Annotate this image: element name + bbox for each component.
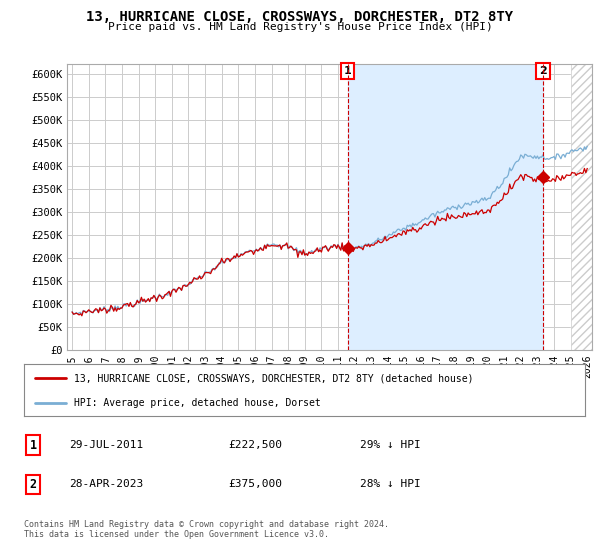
Text: 1: 1 xyxy=(344,66,352,76)
Text: 13, HURRICANE CLOSE, CROSSWAYS, DORCHESTER, DT2 8TY: 13, HURRICANE CLOSE, CROSSWAYS, DORCHEST… xyxy=(86,10,514,24)
Text: Contains HM Land Registry data © Crown copyright and database right 2024.
This d: Contains HM Land Registry data © Crown c… xyxy=(24,520,389,539)
Bar xyxy=(347,64,543,350)
Text: 29% ↓ HPI: 29% ↓ HPI xyxy=(360,440,421,450)
Text: 2: 2 xyxy=(29,478,37,491)
Text: 1: 1 xyxy=(29,438,37,452)
Text: Price paid vs. HM Land Registry's House Price Index (HPI): Price paid vs. HM Land Registry's House … xyxy=(107,22,493,32)
Text: 2: 2 xyxy=(539,66,547,76)
Text: 28-APR-2023: 28-APR-2023 xyxy=(69,479,143,489)
Text: 13, HURRICANE CLOSE, CROSSWAYS, DORCHESTER, DT2 8TY (detached house): 13, HURRICANE CLOSE, CROSSWAYS, DORCHEST… xyxy=(74,374,474,384)
Text: 29-JUL-2011: 29-JUL-2011 xyxy=(69,440,143,450)
Text: £375,000: £375,000 xyxy=(228,479,282,489)
Text: HPI: Average price, detached house, Dorset: HPI: Average price, detached house, Dors… xyxy=(74,398,321,408)
Text: 28% ↓ HPI: 28% ↓ HPI xyxy=(360,479,421,489)
Text: £222,500: £222,500 xyxy=(228,440,282,450)
